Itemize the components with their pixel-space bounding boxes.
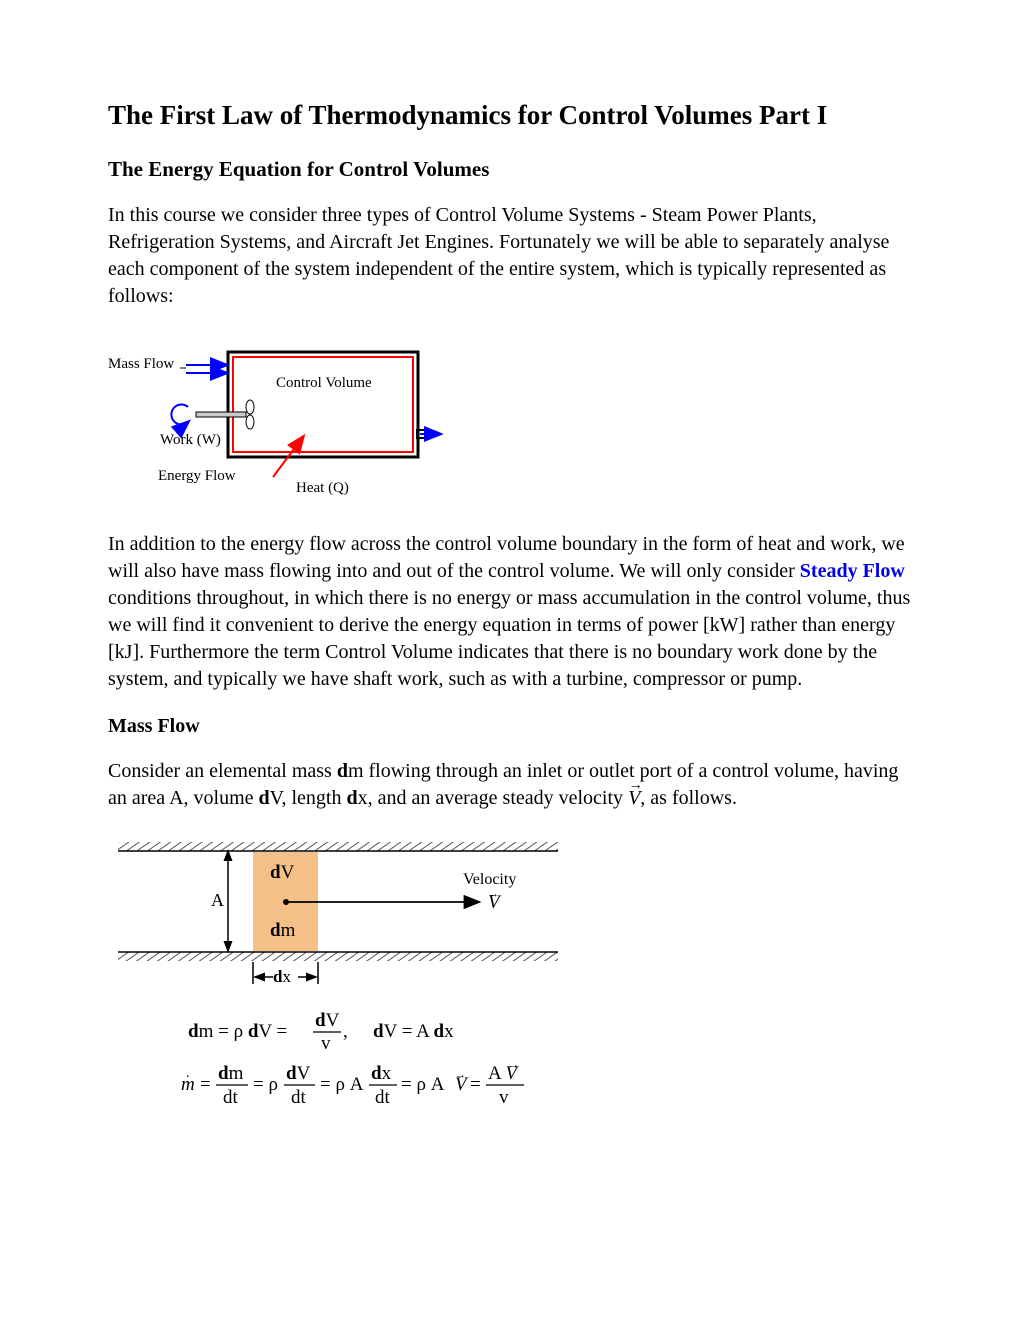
work-label: Work (W) [160, 432, 221, 448]
page-title: The First Law of Thermodynamics for Cont… [108, 100, 920, 131]
svg-text:= ρ A: = ρ A [320, 1074, 364, 1095]
svg-text:→: → [455, 1069, 466, 1081]
velocity-label: Velocity [463, 871, 516, 888]
section2-heading: Mass Flow [108, 715, 920, 738]
svg-text:=: = [200, 1074, 211, 1095]
cv-label: Control Volume [276, 375, 372, 391]
steady-flow-term: Steady Flow [800, 560, 905, 582]
mass-flow-diagram: A dV dm Velocity V → dx dm = ρ dV = dV v… [108, 834, 920, 1154]
dx-label: dx [273, 967, 291, 986]
svg-text:v: v [499, 1087, 509, 1108]
svg-text:.: . [186, 1066, 190, 1081]
control-volume-diagram: Mass Flow Work (W) Control Volume Heat (… [108, 332, 920, 509]
svg-text:v: v [321, 1033, 331, 1054]
svg-text:,: , [343, 1021, 348, 1042]
svg-text:=: = [470, 1074, 481, 1095]
svg-text:→: → [488, 888, 499, 900]
A-label: A [211, 890, 224, 910]
dV-label: dV [270, 862, 295, 883]
svg-text:dm: dm [218, 1063, 244, 1084]
svg-text:dV: dV [286, 1063, 311, 1084]
section1-para1: In this course we consider three types o… [108, 202, 920, 310]
svg-text:→: → [508, 1059, 519, 1071]
svg-text:dm = ρ dV =: dm = ρ dV = [188, 1021, 287, 1042]
svg-text:dV = A dx: dV = A dx [373, 1021, 454, 1042]
svg-text:dt: dt [223, 1087, 239, 1108]
section1-heading: The Energy Equation for Control Volumes [108, 157, 920, 182]
svg-text:dV: dV [315, 1010, 340, 1031]
svg-text:dx: dx [371, 1063, 392, 1084]
dm-label: dm [270, 920, 296, 941]
energyflow-label: Energy Flow [158, 468, 236, 484]
svg-text:= ρ: = ρ [253, 1074, 278, 1095]
svg-text:dt: dt [291, 1087, 307, 1108]
section1-para2: In addition to the energy flow across th… [108, 531, 920, 693]
svg-text:= ρ A: = ρ A [401, 1074, 445, 1095]
heat-label: Heat (Q) [296, 480, 349, 496]
section2-para: Consider an elemental mass dm flowing th… [108, 758, 920, 812]
svg-text:dt: dt [375, 1087, 391, 1108]
massflow-label: Mass Flow [108, 356, 174, 372]
